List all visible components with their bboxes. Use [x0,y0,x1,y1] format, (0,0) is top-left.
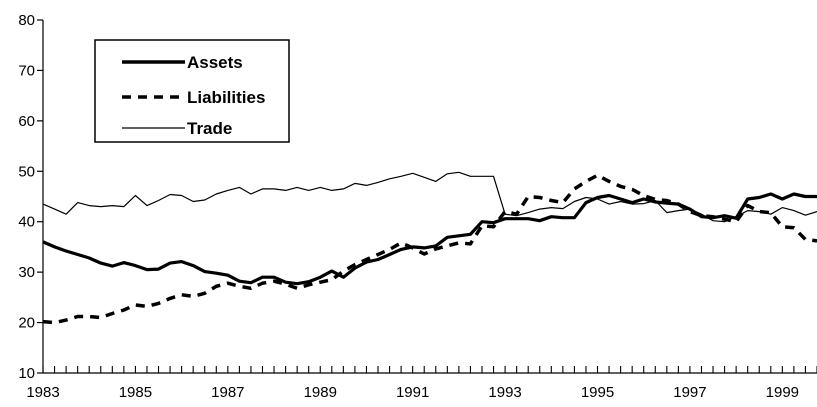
y-tick-label: 60 [18,113,35,130]
x-tick-label: 1991 [396,384,429,401]
x-tick-label: 1993 [488,384,521,401]
x-tick-label: 1995 [581,384,614,401]
legend-label-trade: Trade [187,119,232,138]
x-tick-label: 1983 [26,384,59,401]
y-tick-label: 10 [18,365,35,382]
series-line-assets [42,192,817,286]
x-axis: 1983 1985 1987 1989 1991 1993 1995 1997 1999 [26,366,817,401]
y-tick-label: 30 [18,264,35,281]
x-tick-label: 1997 [673,384,706,401]
y-axis: 10 20 30 40 50 60 70 80 [18,12,44,382]
y-tick-label: 20 [18,315,35,332]
y-tick-label: 40 [18,214,35,231]
series-line-liabilities [42,173,817,325]
x-tick-label: 1985 [119,384,152,401]
x-tick-label: 1989 [304,384,337,401]
y-tick-label: 80 [18,12,35,29]
legend-box [94,39,290,143]
x-tick-label: 1987 [211,384,244,401]
y-tick-label: 50 [18,163,35,180]
legend-label-liabilities: Liabilities [187,88,265,107]
legend: Assets Liabilities Trade [94,39,290,143]
series-line-trade [42,171,817,223]
y-tick-label: 70 [18,62,35,79]
series-layer [42,171,817,325]
legend-label-assets: Assets [187,53,243,72]
x-tick-label: 1999 [766,384,799,401]
